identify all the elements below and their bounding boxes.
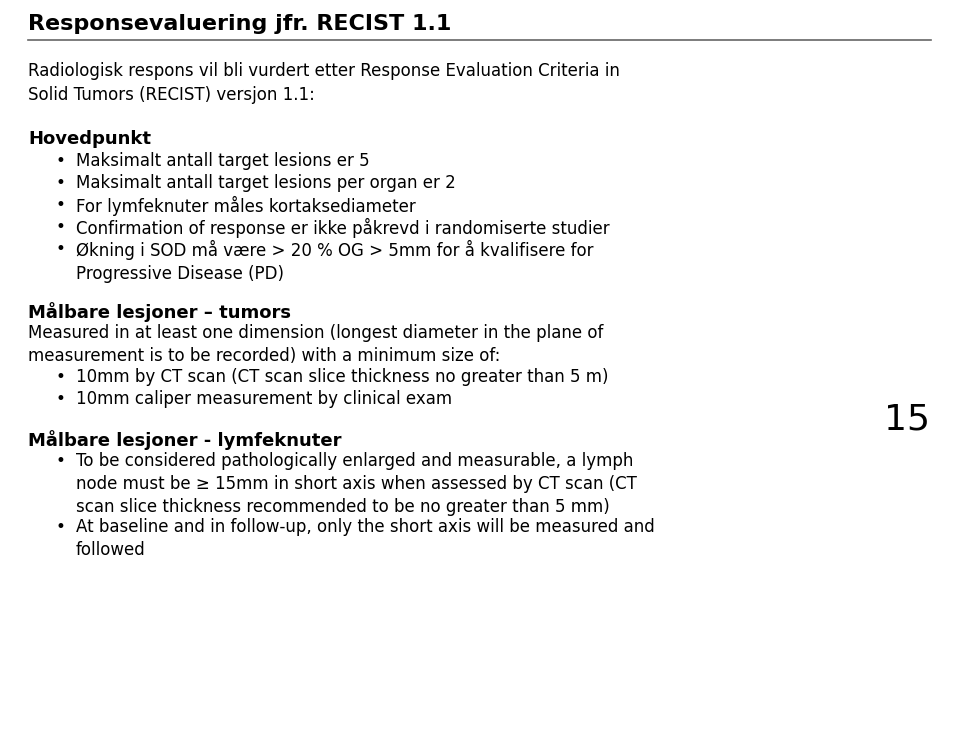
Text: •: • <box>56 518 66 536</box>
Text: Maksimalt antall target lesions per organ er 2: Maksimalt antall target lesions per orga… <box>76 174 456 192</box>
Text: 10mm by CT scan (CT scan slice thickness no greater than 5 m): 10mm by CT scan (CT scan slice thickness… <box>76 368 609 386</box>
Text: Measured in at least one dimension (longest diameter in the plane of
measurement: Measured in at least one dimension (long… <box>28 324 604 365</box>
Text: Maksimalt antall target lesions er 5: Maksimalt antall target lesions er 5 <box>76 152 370 170</box>
Text: •: • <box>56 368 66 386</box>
Text: Hovedpunkt: Hovedpunkt <box>28 130 151 148</box>
Text: •: • <box>56 174 66 192</box>
Text: •: • <box>56 218 66 236</box>
Text: Radiologisk respons vil bli vurdert etter Response Evaluation Criteria in
Solid : Radiologisk respons vil bli vurdert ette… <box>28 62 620 104</box>
Text: •: • <box>56 240 66 258</box>
Text: Målbare lesjoner – tumors: Målbare lesjoner – tumors <box>28 302 291 322</box>
Text: 10mm caliper measurement by clinical exam: 10mm caliper measurement by clinical exa… <box>76 390 452 408</box>
Text: •: • <box>56 152 66 170</box>
Text: •: • <box>56 196 66 214</box>
Text: Responsevaluering jfr. RECIST 1.1: Responsevaluering jfr. RECIST 1.1 <box>28 14 451 34</box>
Text: Målbare lesjoner - lymfeknuter: Målbare lesjoner - lymfeknuter <box>28 430 342 450</box>
Text: Økning i SOD må være > 20 % OG > 5mm for å kvalifisere for
Progressive Disease (: Økning i SOD må være > 20 % OG > 5mm for… <box>76 240 593 283</box>
Text: •: • <box>56 390 66 408</box>
Text: To be considered pathologically enlarged and measurable, a lymph
node must be ≥ : To be considered pathologically enlarged… <box>76 452 636 516</box>
Text: 15: 15 <box>884 402 930 436</box>
Text: At baseline and in follow-up, only the short axis will be measured and
followed: At baseline and in follow-up, only the s… <box>76 518 655 559</box>
Text: •: • <box>56 452 66 470</box>
Text: Confirmation of response er ikke påkrevd i randomiserte studier: Confirmation of response er ikke påkrevd… <box>76 218 610 238</box>
Text: For lymfeknuter måles kortaksediameter: For lymfeknuter måles kortaksediameter <box>76 196 416 216</box>
